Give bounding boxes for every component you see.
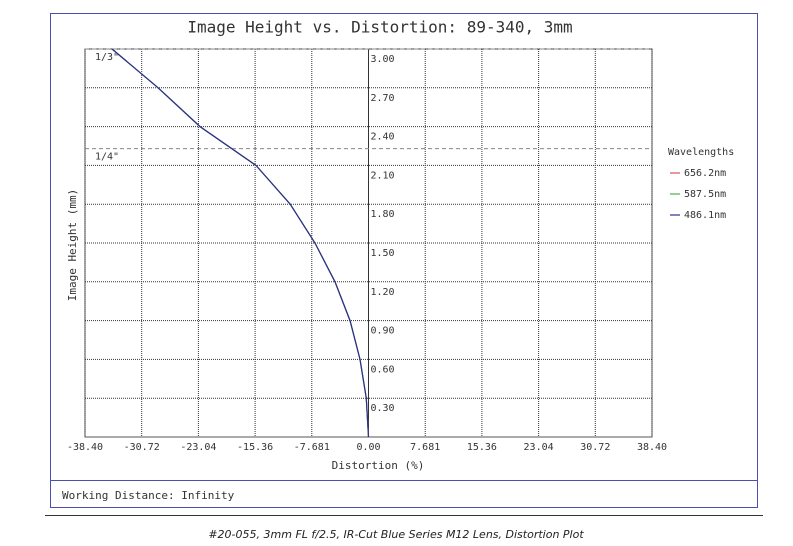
x-tick-label: -38.40: [67, 442, 103, 453]
y-tick-label: 1.20: [371, 287, 395, 298]
legend-title: Wavelengths: [668, 147, 734, 158]
series-line: [111, 48, 370, 438]
x-tick-label: 38.40: [637, 442, 667, 453]
frame: [50, 13, 758, 508]
x-tick-label: 15.36: [467, 442, 497, 453]
annotation-label: 1/3": [95, 52, 119, 63]
y-tick-label: 1.50: [371, 248, 395, 259]
y-tick-label: 1.80: [371, 209, 395, 220]
y-tick-label: 0.30: [371, 403, 395, 414]
footer-text: Working Distance: Infinity: [62, 489, 235, 502]
x-tick-label: 23.04: [524, 442, 554, 453]
y-tick-label: 2.70: [371, 93, 395, 104]
annotation-label: 1/4": [95, 152, 119, 163]
x-tick-label: -7.681: [294, 442, 330, 453]
y-tick-label: 0.90: [371, 326, 395, 337]
y-tick-label: 0.60: [371, 364, 395, 375]
y-tick-label: 2.10: [371, 170, 395, 181]
x-tick-label: 0.00: [356, 442, 380, 453]
y-axis-label: Image Height (mm): [66, 189, 79, 302]
legend-label: 486.1nm: [684, 210, 726, 221]
x-tick-label: -23.04: [180, 442, 216, 453]
x-axis-label: Distortion (%): [332, 459, 425, 472]
x-tick-label: -15.36: [237, 442, 273, 453]
chart-title: Image Height vs. Distortion: 89-340, 3mm: [187, 18, 572, 37]
x-tick-label: 7.681: [410, 442, 440, 453]
series-line: [111, 48, 370, 438]
x-tick-label: 30.72: [580, 442, 610, 453]
series-line: [111, 48, 370, 438]
x-tick-label: -30.72: [124, 442, 160, 453]
y-tick-label: 2.40: [371, 132, 395, 143]
y-tick-label: 3.00: [371, 54, 395, 65]
legend-label: 587.5nm: [684, 189, 726, 200]
legend-label: 656.2nm: [684, 168, 726, 179]
caption: #20-055, 3mm FL f/2.5, IR-Cut Blue Serie…: [208, 528, 584, 541]
